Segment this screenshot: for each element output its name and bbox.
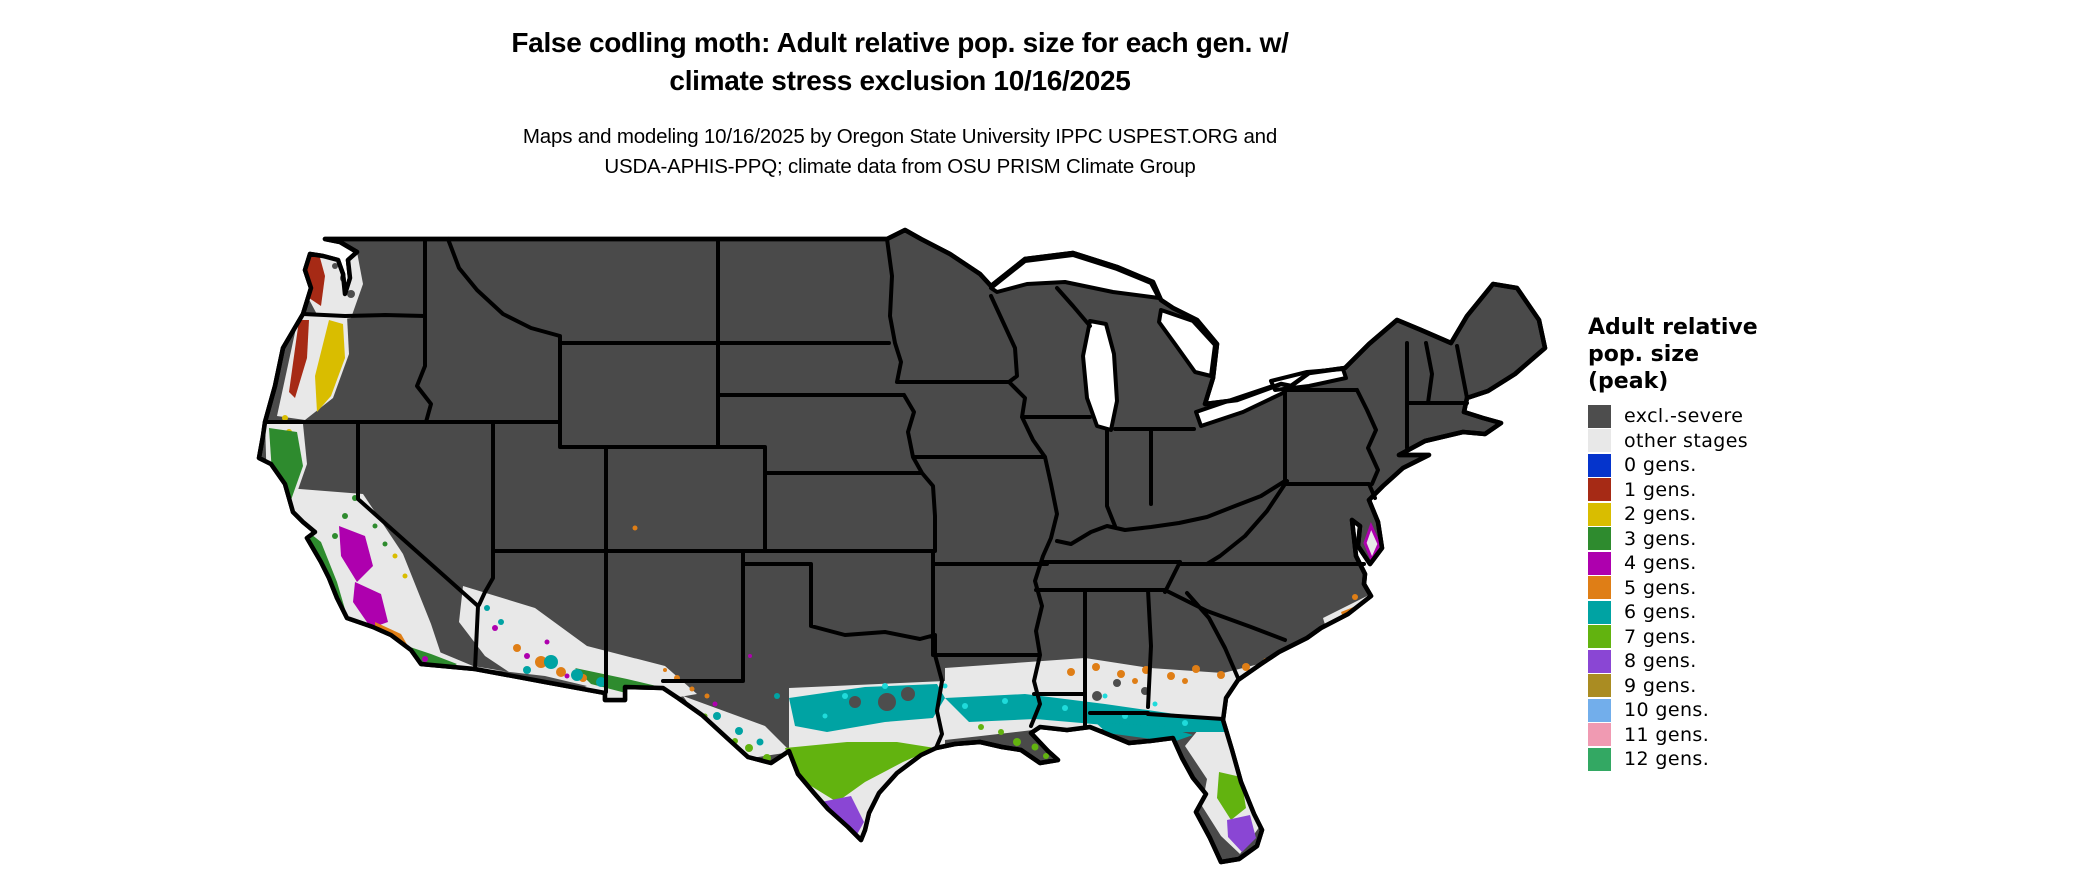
legend-item-label: 1 gens. bbox=[1624, 478, 1697, 501]
legend-swatch bbox=[1588, 600, 1611, 624]
legend-item-label: 0 gens. bbox=[1624, 454, 1697, 477]
legend-item: 3 gens. bbox=[1588, 527, 1888, 552]
legend-title-line-3: (peak) bbox=[1588, 369, 1669, 394]
legend-item-label: 7 gens. bbox=[1624, 625, 1697, 648]
legend-title-line-1: Adult relative bbox=[1588, 315, 1758, 340]
legend-item: 11 gens. bbox=[1588, 723, 1888, 748]
us-map bbox=[256, 227, 1548, 865]
legend-item-label: 9 gens. bbox=[1624, 674, 1697, 697]
legend-item: 8 gens. bbox=[1588, 649, 1888, 674]
legend-item-label: 8 gens. bbox=[1624, 650, 1697, 673]
legend-swatch bbox=[1588, 551, 1611, 575]
legend-item: excl.-severe bbox=[1588, 404, 1888, 429]
legend-item: 4 gens. bbox=[1588, 551, 1888, 576]
region-7-gens bbox=[702, 713, 1246, 820]
legend-item: 6 gens. bbox=[1588, 600, 1888, 625]
legend-swatch bbox=[1588, 698, 1611, 722]
legend-swatch bbox=[1588, 747, 1611, 771]
legend-items: excl.-severe other stages 0 gens. 1 gens. 2 … bbox=[1588, 404, 1888, 772]
region-9-gens bbox=[1199, 861, 1203, 862]
legend-item: 5 gens. bbox=[1588, 576, 1888, 601]
legend-item: other stages bbox=[1588, 429, 1888, 454]
legend-swatch bbox=[1588, 649, 1611, 673]
page-subtitle: Maps and modeling 10/16/2025 by Oregon S… bbox=[245, 122, 1555, 182]
legend-swatch bbox=[1588, 625, 1611, 649]
state-borders bbox=[263, 237, 1469, 750]
legend-item-label: 12 gens. bbox=[1624, 748, 1710, 771]
lake-huron bbox=[1157, 308, 1217, 378]
legend-swatch bbox=[1588, 429, 1611, 453]
legend-item: 7 gens. bbox=[1588, 625, 1888, 650]
legend-swatch bbox=[1588, 404, 1611, 428]
legend-item-label: 10 gens. bbox=[1624, 699, 1710, 722]
title-line-1: False codling moth: Adult relative pop. … bbox=[511, 27, 1289, 58]
legend-item-label: excl.-severe bbox=[1624, 405, 1744, 428]
region-8-gens bbox=[821, 796, 1256, 852]
legend-swatch bbox=[1588, 674, 1611, 698]
legend-item: 1 gens. bbox=[1588, 478, 1888, 503]
title-line-2: climate stress exclusion 10/16/2025 bbox=[669, 65, 1131, 96]
subtitle-line-2: USDA-APHIS-PPQ; climate data from OSU PR… bbox=[604, 155, 1196, 178]
legend-item-label: other stages bbox=[1624, 429, 1749, 452]
legend-item: 2 gens. bbox=[1588, 502, 1888, 527]
legend-item-label: 4 gens. bbox=[1624, 552, 1697, 575]
legend-title: Adult relative pop. size (peak) bbox=[1588, 314, 1888, 395]
legend-item: 12 gens. bbox=[1588, 747, 1888, 772]
legend-item-label: 3 gens. bbox=[1624, 527, 1697, 550]
subtitle-line-1: Maps and modeling 10/16/2025 by Oregon S… bbox=[522, 125, 1278, 148]
map-legend: Adult relative pop. size (peak) excl.-se… bbox=[1588, 314, 1888, 772]
legend-item-label: 11 gens. bbox=[1624, 723, 1710, 746]
conus-outline bbox=[256, 227, 1548, 865]
legend-swatch bbox=[1588, 478, 1611, 502]
legend-title-line-2: pop. size bbox=[1588, 342, 1699, 367]
legend-item: 0 gens. bbox=[1588, 453, 1888, 478]
page-title: False codling moth: Adult relative pop. … bbox=[245, 24, 1555, 100]
legend-swatch bbox=[1588, 502, 1611, 526]
legend-swatch bbox=[1588, 527, 1611, 551]
legend-item-label: 2 gens. bbox=[1624, 503, 1697, 526]
legend-item: 10 gens. bbox=[1588, 698, 1888, 723]
legend-swatch bbox=[1588, 576, 1611, 600]
legend-item-label: 5 gens. bbox=[1624, 576, 1697, 599]
legend-swatch bbox=[1588, 453, 1611, 477]
lake-michigan bbox=[1081, 319, 1119, 432]
legend-swatch bbox=[1588, 723, 1611, 747]
legend-item-label: 6 gens. bbox=[1624, 601, 1697, 624]
legend-item: 9 gens. bbox=[1588, 674, 1888, 699]
map-area bbox=[245, 226, 1555, 882]
